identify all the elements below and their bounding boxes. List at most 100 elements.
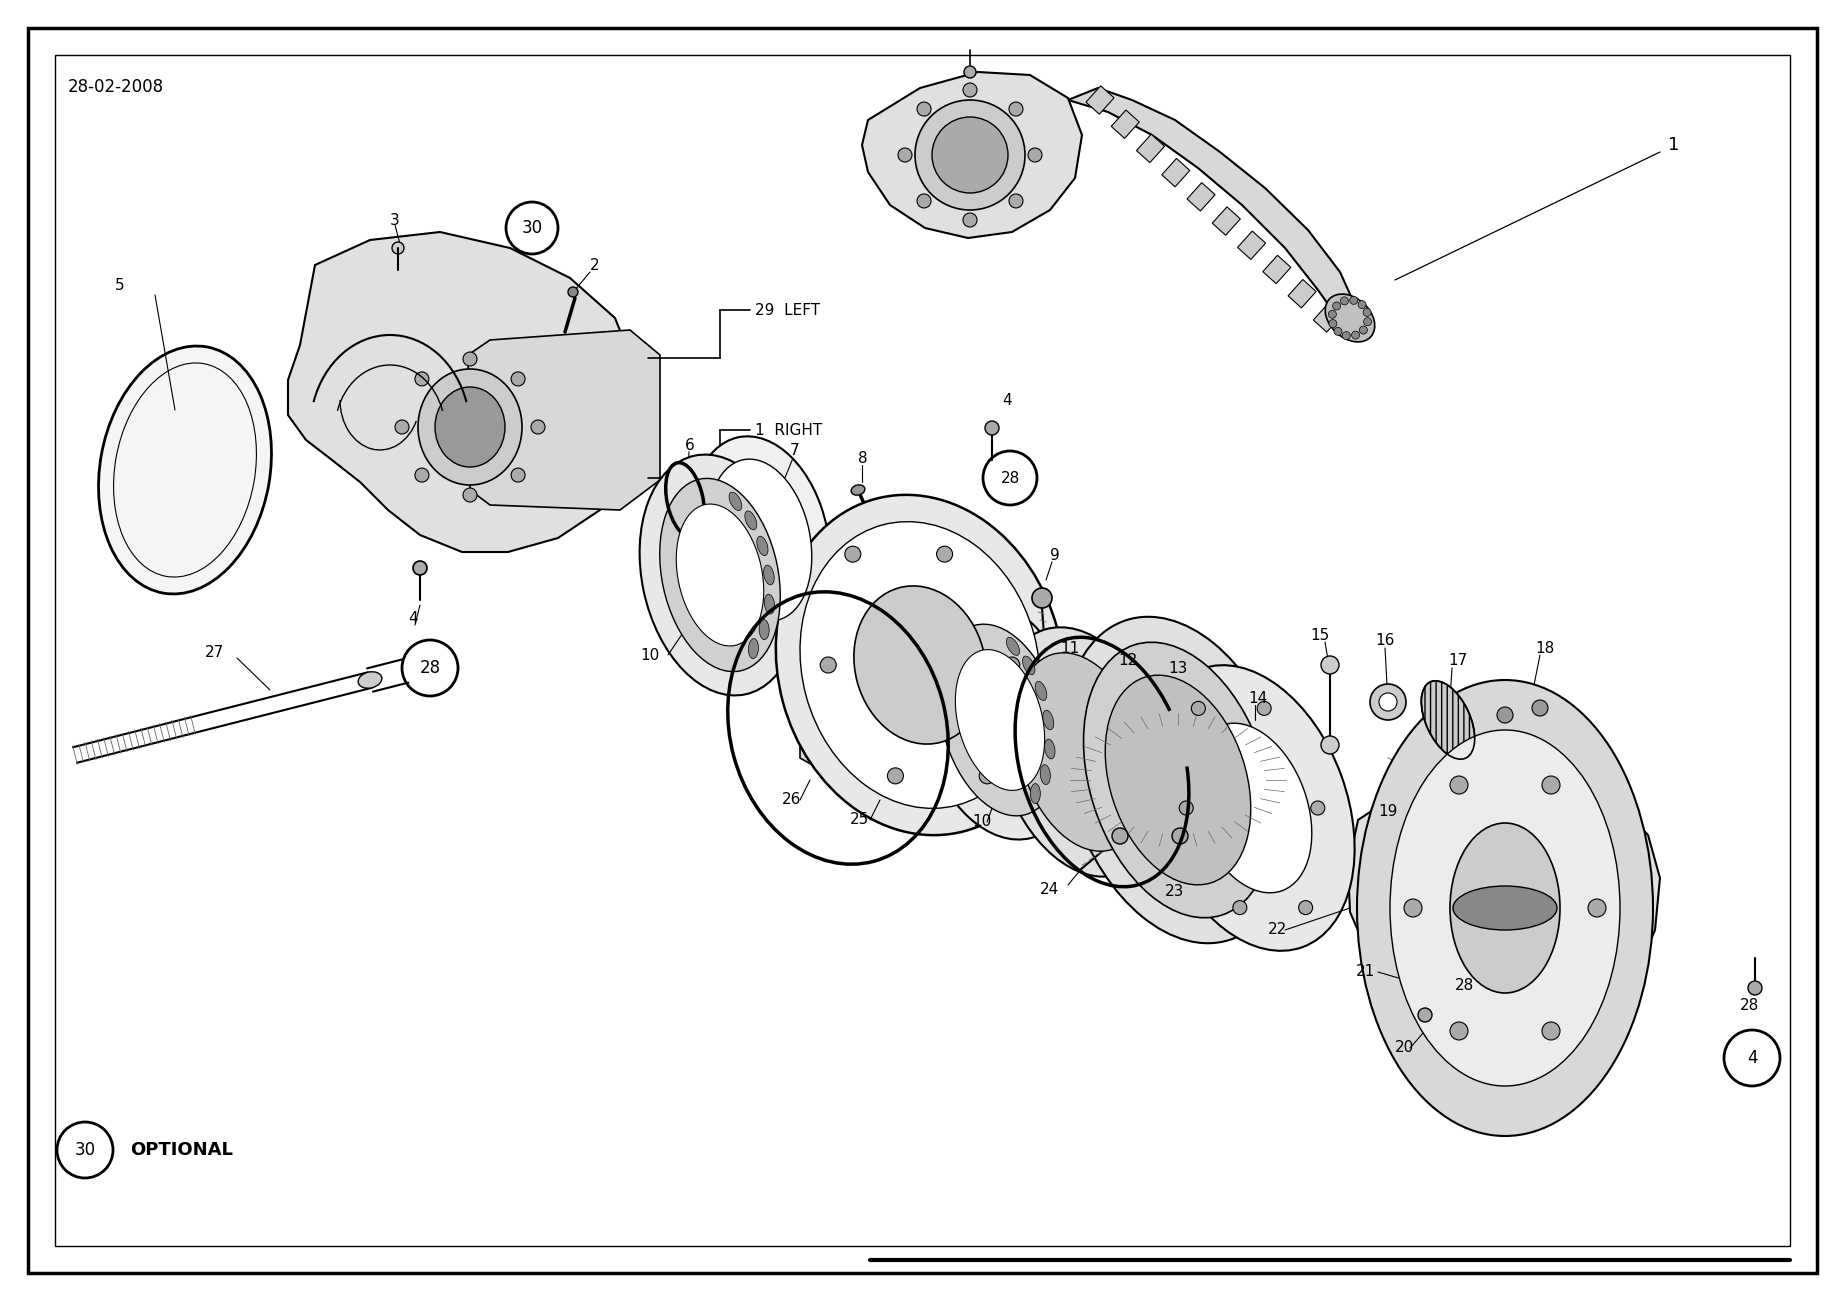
Polygon shape <box>1137 134 1164 163</box>
Polygon shape <box>862 72 1081 238</box>
Ellipse shape <box>764 595 775 614</box>
Circle shape <box>980 768 994 783</box>
Text: 19: 19 <box>1378 804 1397 820</box>
Circle shape <box>1747 981 1762 995</box>
Circle shape <box>463 353 478 366</box>
Ellipse shape <box>729 492 742 510</box>
Ellipse shape <box>1351 297 1358 304</box>
Ellipse shape <box>1325 294 1375 342</box>
Circle shape <box>845 546 862 562</box>
Text: 29  LEFT: 29 LEFT <box>755 303 821 317</box>
Text: 1  RIGHT: 1 RIGHT <box>755 423 823 437</box>
Circle shape <box>1232 900 1247 915</box>
Text: 18: 18 <box>1535 640 1553 656</box>
Circle shape <box>511 468 526 483</box>
Polygon shape <box>1212 207 1240 235</box>
Ellipse shape <box>758 619 769 640</box>
Polygon shape <box>1314 303 1341 332</box>
Circle shape <box>1028 148 1042 163</box>
Circle shape <box>1031 588 1052 608</box>
Ellipse shape <box>994 627 1170 877</box>
Polygon shape <box>1262 255 1291 284</box>
Circle shape <box>899 148 911 163</box>
Ellipse shape <box>749 639 758 658</box>
Ellipse shape <box>640 454 801 696</box>
Ellipse shape <box>1371 684 1406 719</box>
Text: 1: 1 <box>1668 137 1679 154</box>
Circle shape <box>1404 899 1422 917</box>
Text: 28: 28 <box>1740 998 1760 1012</box>
Circle shape <box>1589 899 1605 917</box>
Text: 26: 26 <box>782 792 801 808</box>
Ellipse shape <box>1352 332 1360 340</box>
Circle shape <box>1004 657 1020 673</box>
Ellipse shape <box>1360 327 1367 334</box>
Text: 21: 21 <box>1356 964 1375 980</box>
Text: 28: 28 <box>1456 977 1474 993</box>
Circle shape <box>1256 701 1271 716</box>
Polygon shape <box>288 232 642 552</box>
Ellipse shape <box>1358 680 1653 1136</box>
Text: 6: 6 <box>684 437 696 453</box>
Ellipse shape <box>1063 617 1293 943</box>
Circle shape <box>1450 775 1469 794</box>
Ellipse shape <box>1022 656 1035 675</box>
Text: 22: 22 <box>1268 922 1288 938</box>
Circle shape <box>391 242 404 254</box>
Ellipse shape <box>1015 653 1148 851</box>
Polygon shape <box>801 539 935 798</box>
Text: 28: 28 <box>1000 471 1020 485</box>
Text: 4: 4 <box>408 610 417 626</box>
Text: 27: 27 <box>205 644 225 660</box>
Ellipse shape <box>1358 301 1365 308</box>
Ellipse shape <box>932 117 1007 193</box>
Ellipse shape <box>1363 317 1371 325</box>
Ellipse shape <box>1328 320 1338 328</box>
Circle shape <box>1192 701 1205 716</box>
Ellipse shape <box>854 585 985 744</box>
Circle shape <box>531 420 544 435</box>
Circle shape <box>1419 1008 1432 1023</box>
Circle shape <box>1299 900 1312 915</box>
Ellipse shape <box>956 649 1044 791</box>
Ellipse shape <box>1042 710 1053 730</box>
Text: 28-02-2008: 28-02-2008 <box>68 78 164 96</box>
Polygon shape <box>469 330 661 510</box>
Text: 30: 30 <box>74 1141 96 1159</box>
Circle shape <box>511 372 526 386</box>
Ellipse shape <box>1334 328 1341 336</box>
Ellipse shape <box>1006 637 1020 656</box>
Ellipse shape <box>1454 886 1557 930</box>
Circle shape <box>985 422 998 435</box>
Text: 25: 25 <box>851 813 869 827</box>
Text: 20: 20 <box>1395 1041 1415 1055</box>
Ellipse shape <box>419 369 522 485</box>
Text: 4: 4 <box>1747 1049 1756 1067</box>
Text: OPTIONAL: OPTIONAL <box>129 1141 232 1159</box>
Circle shape <box>1310 801 1325 814</box>
Ellipse shape <box>1321 736 1339 755</box>
Ellipse shape <box>98 346 271 595</box>
Circle shape <box>568 288 577 297</box>
Ellipse shape <box>1341 297 1349 304</box>
Ellipse shape <box>1035 682 1046 700</box>
Polygon shape <box>1288 280 1315 308</box>
Ellipse shape <box>435 386 506 467</box>
Ellipse shape <box>1450 824 1561 993</box>
Ellipse shape <box>1421 680 1474 760</box>
Text: 15: 15 <box>1310 627 1328 643</box>
Text: 5: 5 <box>114 277 125 293</box>
Ellipse shape <box>690 436 830 644</box>
Text: 4: 4 <box>1002 393 1011 407</box>
Ellipse shape <box>1030 783 1041 804</box>
Text: 28: 28 <box>419 660 441 677</box>
Ellipse shape <box>764 565 775 585</box>
Ellipse shape <box>661 479 780 671</box>
Ellipse shape <box>919 601 1081 839</box>
Ellipse shape <box>1083 643 1273 917</box>
Circle shape <box>917 194 932 208</box>
Text: 10: 10 <box>972 814 991 830</box>
Ellipse shape <box>1041 765 1050 785</box>
Circle shape <box>395 420 410 435</box>
Ellipse shape <box>775 494 1065 835</box>
